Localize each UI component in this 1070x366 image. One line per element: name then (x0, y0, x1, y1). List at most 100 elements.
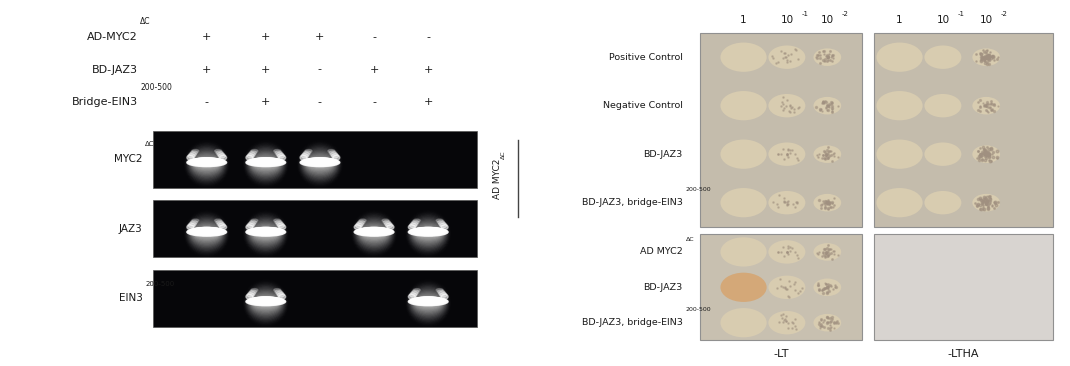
Text: -: - (426, 31, 430, 42)
Ellipse shape (415, 297, 441, 309)
Text: Bridge-EIN3: Bridge-EIN3 (72, 97, 138, 108)
Circle shape (813, 314, 841, 332)
Ellipse shape (192, 153, 223, 175)
Text: +: + (261, 31, 271, 42)
Ellipse shape (413, 294, 443, 313)
Ellipse shape (187, 225, 194, 229)
Text: -1: -1 (958, 11, 964, 16)
Ellipse shape (195, 230, 218, 238)
Ellipse shape (410, 293, 416, 297)
Text: 1: 1 (740, 15, 747, 25)
Ellipse shape (253, 158, 278, 164)
Ellipse shape (194, 228, 219, 240)
Ellipse shape (194, 227, 219, 231)
Ellipse shape (382, 219, 389, 222)
Circle shape (768, 45, 806, 69)
Ellipse shape (248, 220, 282, 247)
Ellipse shape (439, 291, 445, 295)
Ellipse shape (304, 151, 310, 154)
Ellipse shape (251, 297, 280, 302)
Text: -: - (372, 97, 376, 108)
Ellipse shape (333, 155, 340, 160)
Ellipse shape (249, 291, 282, 315)
Ellipse shape (253, 297, 278, 309)
Text: EIN3: EIN3 (119, 293, 142, 303)
Ellipse shape (248, 290, 282, 317)
Text: +: + (316, 31, 324, 42)
Ellipse shape (190, 228, 223, 234)
Ellipse shape (417, 301, 439, 306)
Ellipse shape (246, 294, 253, 299)
Ellipse shape (187, 228, 227, 236)
Ellipse shape (411, 297, 446, 305)
Ellipse shape (193, 158, 220, 163)
Text: BD-JAZ3, bridge-EIN3: BD-JAZ3, bridge-EIN3 (582, 318, 683, 327)
Ellipse shape (253, 296, 279, 311)
Ellipse shape (251, 228, 280, 233)
Ellipse shape (310, 163, 330, 165)
Ellipse shape (412, 228, 444, 234)
Ellipse shape (410, 223, 416, 228)
Bar (700, 234, 862, 340)
Ellipse shape (248, 150, 282, 178)
Ellipse shape (274, 149, 280, 153)
Text: -: - (372, 31, 376, 42)
Ellipse shape (416, 298, 441, 308)
Ellipse shape (302, 154, 308, 158)
Ellipse shape (251, 158, 280, 163)
Bar (153, 270, 477, 326)
Circle shape (768, 276, 806, 299)
Circle shape (924, 94, 961, 117)
Ellipse shape (412, 290, 419, 294)
Ellipse shape (356, 222, 364, 226)
Circle shape (768, 94, 806, 117)
Ellipse shape (251, 158, 279, 163)
Ellipse shape (357, 221, 391, 246)
Ellipse shape (249, 152, 282, 176)
Ellipse shape (256, 163, 276, 165)
Ellipse shape (246, 228, 286, 236)
Ellipse shape (251, 227, 279, 232)
Text: BD-JAZ3: BD-JAZ3 (644, 283, 683, 292)
Ellipse shape (250, 219, 258, 222)
Ellipse shape (417, 231, 439, 236)
Ellipse shape (440, 293, 447, 297)
Ellipse shape (362, 228, 387, 240)
Ellipse shape (193, 225, 221, 242)
Bar (153, 131, 477, 188)
Ellipse shape (305, 158, 335, 163)
Ellipse shape (306, 157, 334, 172)
Ellipse shape (189, 220, 224, 247)
Ellipse shape (354, 225, 362, 229)
Ellipse shape (194, 226, 220, 241)
Ellipse shape (414, 297, 442, 302)
Ellipse shape (413, 292, 444, 314)
Ellipse shape (253, 226, 279, 241)
Ellipse shape (253, 297, 278, 303)
Ellipse shape (354, 228, 394, 236)
Text: -: - (318, 64, 322, 75)
Ellipse shape (195, 229, 219, 239)
Ellipse shape (418, 232, 439, 235)
Ellipse shape (192, 219, 199, 222)
Text: -2: -2 (1000, 11, 1008, 16)
Ellipse shape (415, 226, 442, 241)
Text: +: + (261, 97, 271, 108)
Circle shape (720, 139, 766, 169)
Ellipse shape (253, 228, 278, 240)
Ellipse shape (249, 221, 282, 246)
Circle shape (720, 91, 766, 120)
Ellipse shape (410, 228, 447, 235)
Ellipse shape (305, 149, 312, 153)
Circle shape (924, 45, 961, 69)
Ellipse shape (250, 149, 258, 153)
Ellipse shape (364, 232, 384, 235)
Text: +: + (424, 64, 433, 75)
Ellipse shape (248, 291, 256, 295)
Text: BD-JAZ3: BD-JAZ3 (644, 150, 683, 159)
Text: Positive Control: Positive Control (609, 53, 683, 62)
Ellipse shape (189, 158, 225, 165)
Ellipse shape (357, 220, 392, 247)
Ellipse shape (249, 290, 257, 294)
Ellipse shape (247, 158, 285, 166)
